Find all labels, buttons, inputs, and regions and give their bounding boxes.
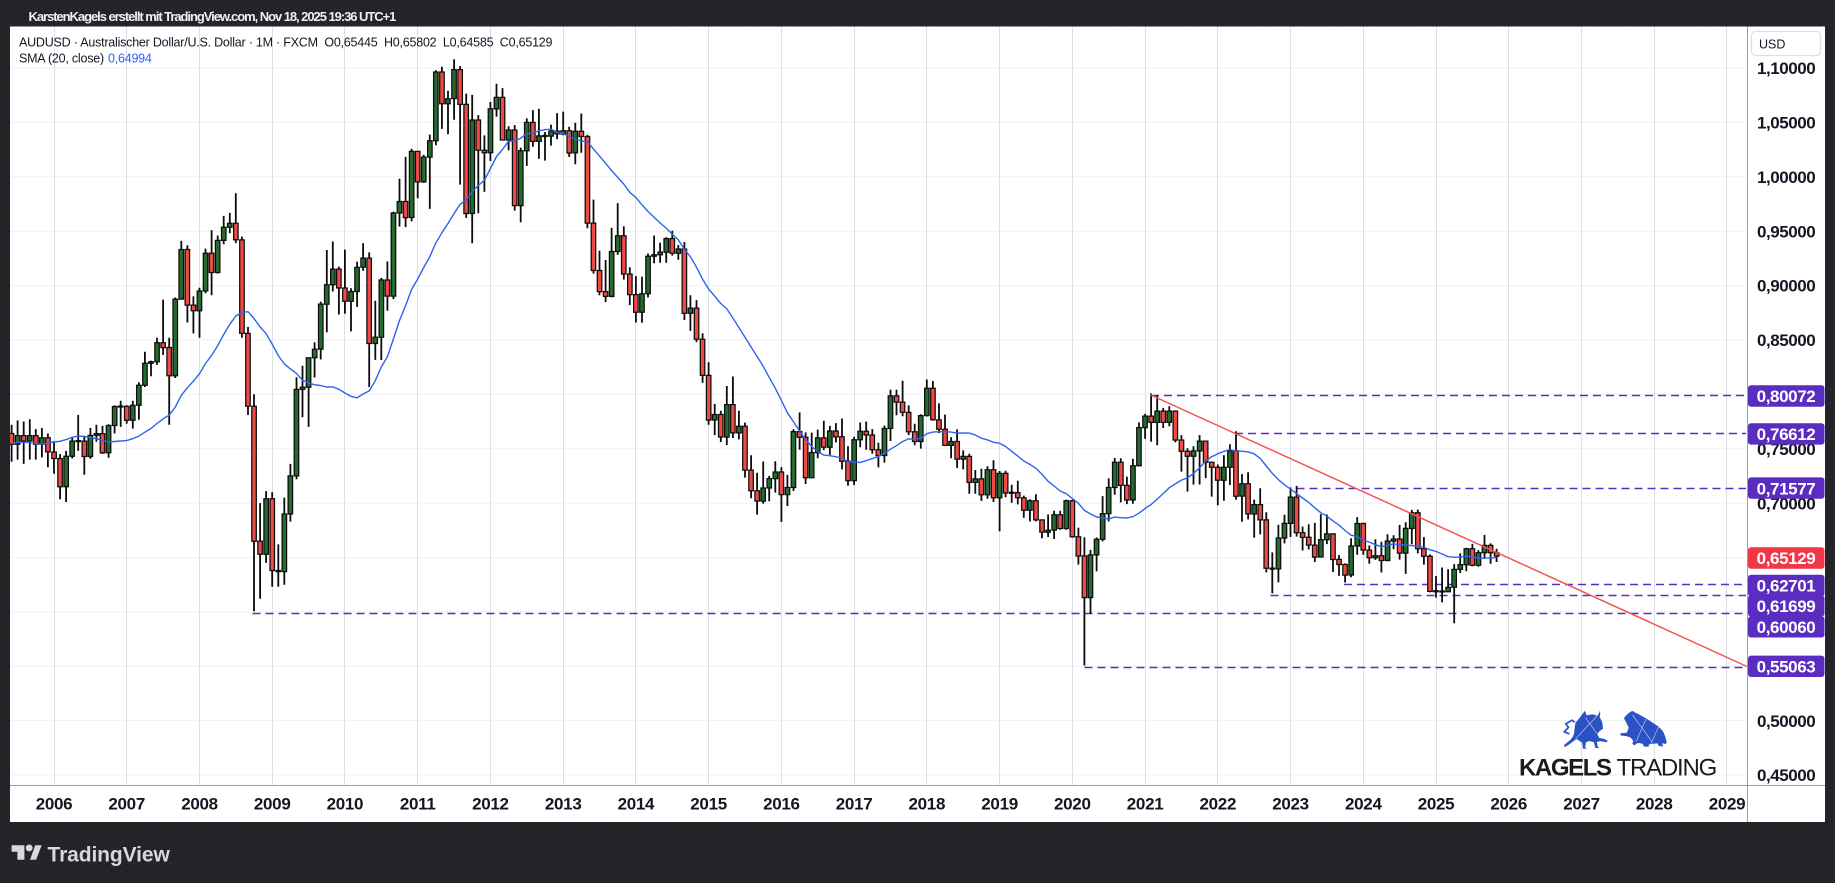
svg-text:2007: 2007 — [108, 795, 145, 814]
svg-text:2018: 2018 — [908, 795, 945, 814]
svg-text:SMA (20, close): SMA (20, close) — [19, 52, 104, 66]
svg-text:0,80072: 0,80072 — [1757, 387, 1816, 406]
svg-text:2011: 2011 — [400, 795, 436, 814]
svg-text:2021: 2021 — [1127, 795, 1164, 814]
svg-text:0,50000: 0,50000 — [1757, 712, 1815, 731]
svg-text:2027: 2027 — [1563, 795, 1600, 814]
svg-text:2028: 2028 — [1636, 795, 1673, 814]
svg-text:2016: 2016 — [763, 795, 800, 814]
svg-text:0,60060: 0,60060 — [1757, 618, 1816, 637]
svg-text:0,64994: 0,64994 — [108, 52, 152, 66]
svg-text:2013: 2013 — [545, 795, 582, 814]
svg-text:KarstenKagels erstellt mit Tra: KarstenKagels erstellt mit TradingView.c… — [29, 9, 397, 24]
svg-text:2019: 2019 — [981, 795, 1018, 814]
svg-text:2029: 2029 — [1709, 795, 1746, 814]
svg-text:2022: 2022 — [1199, 795, 1236, 814]
svg-text:2020: 2020 — [1054, 795, 1091, 814]
svg-text:2006: 2006 — [36, 795, 73, 814]
svg-text:0,62701: 0,62701 — [1757, 577, 1816, 596]
svg-text:0,71577: 0,71577 — [1757, 479, 1816, 498]
svg-text:TradingView: TradingView — [48, 844, 171, 867]
svg-text:0,65129: 0,65129 — [1757, 549, 1816, 568]
svg-text:2015: 2015 — [690, 795, 727, 814]
svg-text:2009: 2009 — [254, 795, 291, 814]
svg-text:KAGELS: KAGELS — [1519, 755, 1612, 782]
svg-text:0,45000: 0,45000 — [1757, 766, 1815, 785]
svg-text:USD: USD — [1759, 38, 1785, 52]
svg-text:2017: 2017 — [836, 795, 873, 814]
svg-text:0,61699: 0,61699 — [1757, 597, 1816, 616]
svg-text:2008: 2008 — [181, 795, 218, 814]
svg-text:1,05000: 1,05000 — [1757, 114, 1815, 133]
svg-text:2010: 2010 — [327, 795, 364, 814]
svg-text:2012: 2012 — [472, 795, 509, 814]
svg-text:2026: 2026 — [1490, 795, 1527, 814]
svg-text:TRADING: TRADING — [1617, 755, 1717, 782]
svg-text:AUDUSD · Australischer Dollar/: AUDUSD · Australischer Dollar/U.S. Dolla… — [19, 36, 553, 50]
svg-text:2014: 2014 — [618, 795, 655, 814]
svg-text:0,55063: 0,55063 — [1757, 658, 1816, 677]
svg-text:0,95000: 0,95000 — [1757, 222, 1815, 241]
svg-text:0,75000: 0,75000 — [1757, 440, 1815, 459]
svg-text:0,70000: 0,70000 — [1757, 494, 1815, 513]
svg-text:2023: 2023 — [1272, 795, 1309, 814]
svg-text:2024: 2024 — [1345, 795, 1382, 814]
svg-text:0,76612: 0,76612 — [1757, 425, 1816, 444]
svg-text:1,00000: 1,00000 — [1757, 168, 1815, 187]
svg-text:0,85000: 0,85000 — [1757, 331, 1815, 350]
svg-text:0,90000: 0,90000 — [1757, 277, 1815, 296]
svg-text:1,10000: 1,10000 — [1757, 59, 1815, 78]
svg-text:2025: 2025 — [1418, 795, 1455, 814]
